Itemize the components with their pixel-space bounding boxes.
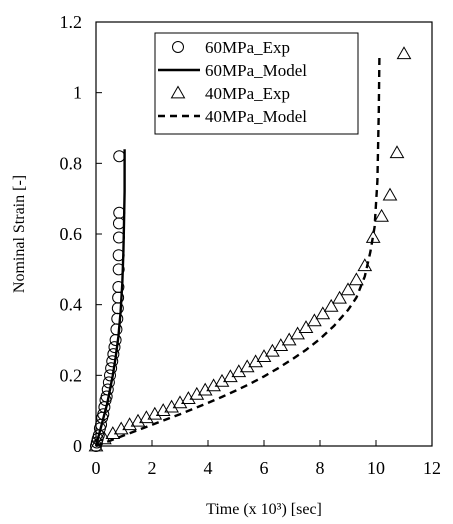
y-tick-label: 0.8 (60, 153, 83, 173)
series-layer (88, 46, 412, 452)
data-point-40mpa-exp (389, 145, 405, 159)
data-point-40mpa-exp (340, 282, 356, 296)
legend-label-60mpa-model: 60MPa_Model (205, 61, 307, 80)
legend-label-40mpa-exp: 40MPa_Exp (205, 84, 290, 103)
y-tick-labels: 0 0.2 0.4 0.6 0.8 1 1.2 (60, 12, 83, 456)
data-point-40mpa-exp (357, 258, 373, 272)
x-tick-label: 2 (148, 458, 157, 478)
data-point-40mpa-exp (382, 187, 398, 201)
data-point-60mpa-exp (105, 362, 118, 375)
y-tick-label: 0.2 (60, 365, 83, 385)
y-axis-label: Nominal Strain [-] (11, 175, 28, 293)
data-point-40mpa-exp (214, 373, 230, 387)
series-40mpa-exp (88, 46, 412, 452)
x-tick-label: 4 (204, 458, 213, 478)
data-point-60mpa-exp (104, 369, 116, 382)
x-tick-label: 8 (316, 458, 325, 478)
series-40mpa-model (95, 57, 381, 448)
data-point-60mpa-exp (108, 341, 121, 354)
x-axis-label: Time (x 10³) [sec] (206, 501, 322, 518)
x-tick-label: 10 (367, 458, 385, 478)
data-point-40mpa-exp (290, 326, 305, 340)
series-line-60mpa-model (94, 149, 126, 447)
legend-marker-60mpa-exp (172, 41, 184, 53)
data-point-40mpa-exp (239, 359, 255, 373)
y-tick-label: 1 (73, 83, 82, 103)
y-tick-label: 0 (73, 436, 82, 456)
data-point-40mpa-exp (349, 272, 364, 286)
series-60mpa-model (94, 149, 126, 447)
x-tick-label: 6 (260, 458, 269, 478)
y-tick-label: 1.2 (60, 12, 83, 32)
data-point-40mpa-exp (396, 46, 412, 60)
data-point-40mpa-exp (365, 230, 381, 243)
data-point-40mpa-exp (374, 208, 389, 222)
series-line-40mpa-model (95, 57, 381, 448)
data-point-40mpa-exp (223, 369, 238, 383)
data-point-60mpa-exp (106, 355, 119, 368)
x-tick-labels: 0 2 4 6 8 10 12 (92, 458, 442, 478)
data-point-40mpa-exp (307, 313, 322, 327)
data-point-60mpa-exp (107, 348, 120, 361)
data-point-40mpa-exp (231, 364, 247, 378)
axis-ticks (95, 21, 433, 447)
x-tick-label: 12 (423, 458, 441, 478)
data-point-40mpa-exp (122, 417, 137, 431)
y-tick-label: 0.4 (60, 295, 83, 315)
y-tick-label: 0.6 (60, 224, 83, 244)
data-point-60mpa-exp (102, 376, 115, 389)
legend-items: 60MPa_Exp 60MPa_Model 40MPa_Exp 40MPa_Model (158, 38, 307, 126)
legend-marker-40mpa-exp (170, 85, 186, 99)
legend: 60MPa_Exp 60MPa_Model 40MPa_Exp 40MPa_Model (154, 32, 359, 135)
data-point-60mpa-exp (112, 263, 125, 276)
data-point-40mpa-exp (315, 306, 331, 320)
data-point-60mpa-exp (112, 281, 125, 293)
legend-label-40mpa-model: 40MPa_Model (205, 107, 307, 126)
data-point-40mpa-exp (298, 320, 314, 334)
x-tick-label: 0 (92, 458, 101, 478)
data-point-40mpa-exp (206, 378, 221, 392)
data-point-60mpa-exp (113, 150, 126, 163)
legend-label-60mpa-exp: 60MPa_Exp (205, 38, 290, 57)
data-point-40mpa-exp (332, 290, 347, 304)
data-point-40mpa-exp (323, 298, 339, 312)
